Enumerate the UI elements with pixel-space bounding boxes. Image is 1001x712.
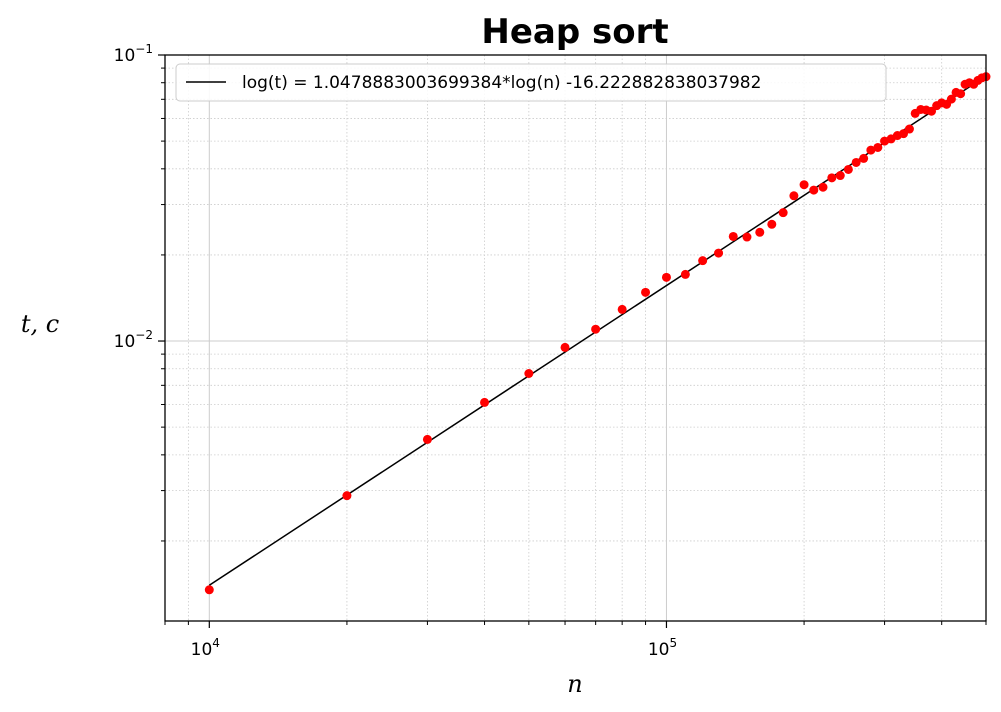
data-point bbox=[755, 227, 765, 237]
data-point bbox=[680, 269, 690, 279]
data-point bbox=[866, 145, 876, 155]
data-point bbox=[742, 232, 752, 242]
y-tick-label: 10−1 bbox=[114, 42, 153, 66]
data-point bbox=[591, 324, 601, 334]
chart-title: Heap sort bbox=[481, 12, 668, 52]
x-tick-label: 104 bbox=[191, 636, 220, 660]
data-point bbox=[843, 164, 853, 174]
data-point bbox=[767, 219, 777, 229]
data-point bbox=[480, 397, 490, 407]
y-tick-label: 10−2 bbox=[114, 328, 153, 352]
x-tick-label: 105 bbox=[648, 636, 677, 660]
data-point bbox=[728, 231, 738, 241]
data-point bbox=[778, 208, 788, 218]
data-point bbox=[859, 153, 869, 163]
data-point bbox=[714, 248, 724, 258]
grid bbox=[164, 54, 987, 621]
data-point bbox=[835, 171, 845, 181]
data-point bbox=[661, 272, 671, 282]
data-point bbox=[946, 94, 956, 104]
data-point bbox=[818, 182, 828, 192]
legend-label: log(t) = 1.0478883003699384*log(n) -16.2… bbox=[242, 73, 761, 93]
data-point bbox=[698, 256, 708, 266]
data-point bbox=[799, 180, 809, 190]
x-axis-label: n bbox=[567, 670, 582, 698]
data-point bbox=[827, 173, 837, 183]
data-point bbox=[873, 142, 883, 152]
data-point bbox=[904, 124, 914, 134]
axis-ticks: 104 105 10−2 10−1 bbox=[114, 42, 987, 660]
data-point bbox=[617, 304, 627, 314]
data-point bbox=[809, 185, 819, 195]
plot-frame bbox=[164, 54, 987, 622]
data-point bbox=[342, 491, 352, 501]
data-point bbox=[789, 191, 799, 201]
data-point bbox=[422, 434, 432, 444]
data-point bbox=[641, 287, 651, 297]
data-point bbox=[560, 342, 570, 352]
legend: log(t) = 1.0478883003699384*log(n) -16.2… bbox=[175, 63, 887, 102]
y-axis-label: t, c bbox=[21, 310, 59, 338]
data-point bbox=[524, 368, 534, 378]
data-point bbox=[851, 157, 861, 167]
data-point bbox=[956, 89, 966, 99]
data-point bbox=[204, 585, 214, 595]
legend-box bbox=[175, 63, 887, 102]
data-points-layer bbox=[204, 72, 991, 595]
